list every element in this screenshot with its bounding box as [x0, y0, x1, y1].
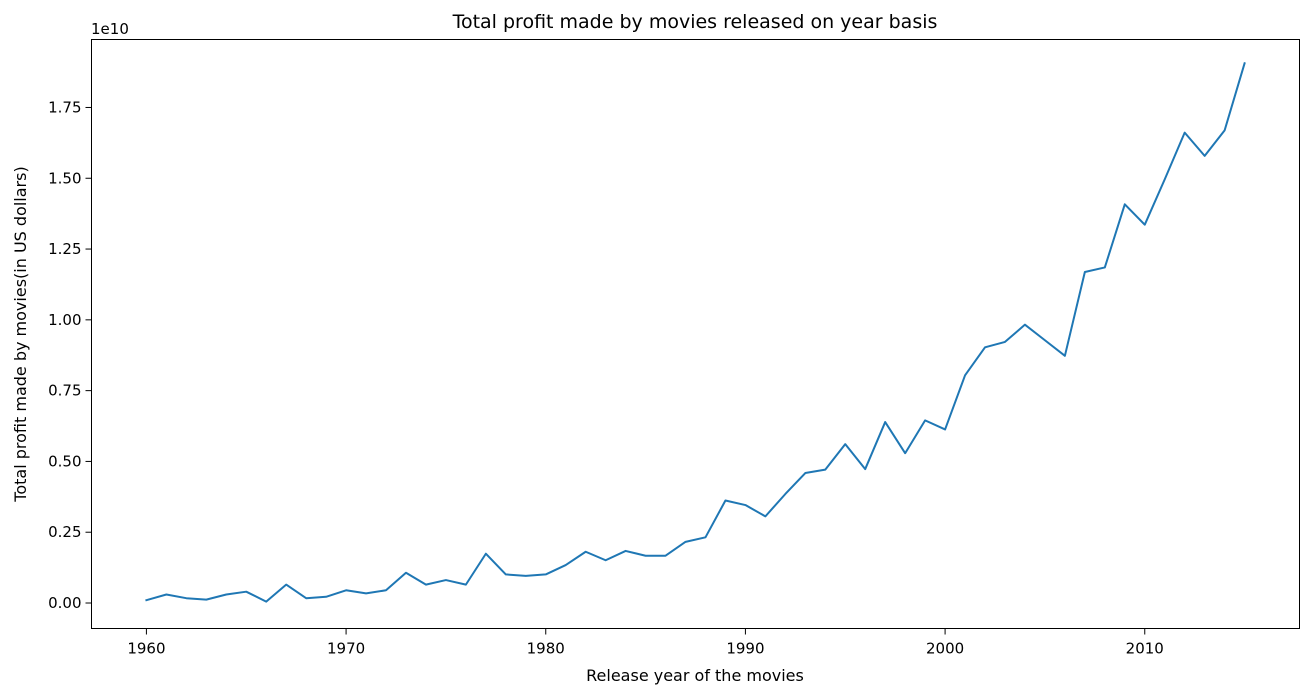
- y-tick-label: 0.50: [48, 452, 81, 470]
- y-tick-label: 1.75: [48, 98, 81, 116]
- y-tick-label: 1.50: [48, 169, 81, 187]
- x-axis-title: Release year of the movies: [586, 666, 804, 685]
- x-axis-ticks: 1960 1970 1980 1990 2000 2010: [127, 628, 1164, 658]
- plot-frame: [91, 39, 1300, 629]
- x-tick-label: 1970: [327, 640, 365, 658]
- x-tick-label: 1990: [726, 640, 764, 658]
- x-tick-label: 2010: [1126, 640, 1164, 658]
- y-tick-label: 0.00: [48, 594, 81, 612]
- x-tick-label: 1960: [127, 640, 165, 658]
- chart-title: Total profit made by movies released on …: [452, 11, 938, 33]
- y-offset-label: 1e10: [91, 20, 129, 38]
- x-tick-label: 2000: [926, 640, 964, 658]
- y-tick-label: 0.75: [48, 382, 81, 400]
- y-tick-label: 1.00: [48, 311, 81, 329]
- x-tick-label: 1980: [527, 640, 565, 658]
- y-tick-label: 0.25: [48, 523, 81, 541]
- y-tick-label: 1.25: [48, 240, 81, 258]
- y-axis-ticks: 0.00 0.25 0.50 0.75 1.00 1.25 1.50 1.75: [48, 98, 92, 612]
- y-axis-title: Total profit made by movies(in US dollar…: [11, 166, 30, 502]
- series-line: [145, 62, 1246, 603]
